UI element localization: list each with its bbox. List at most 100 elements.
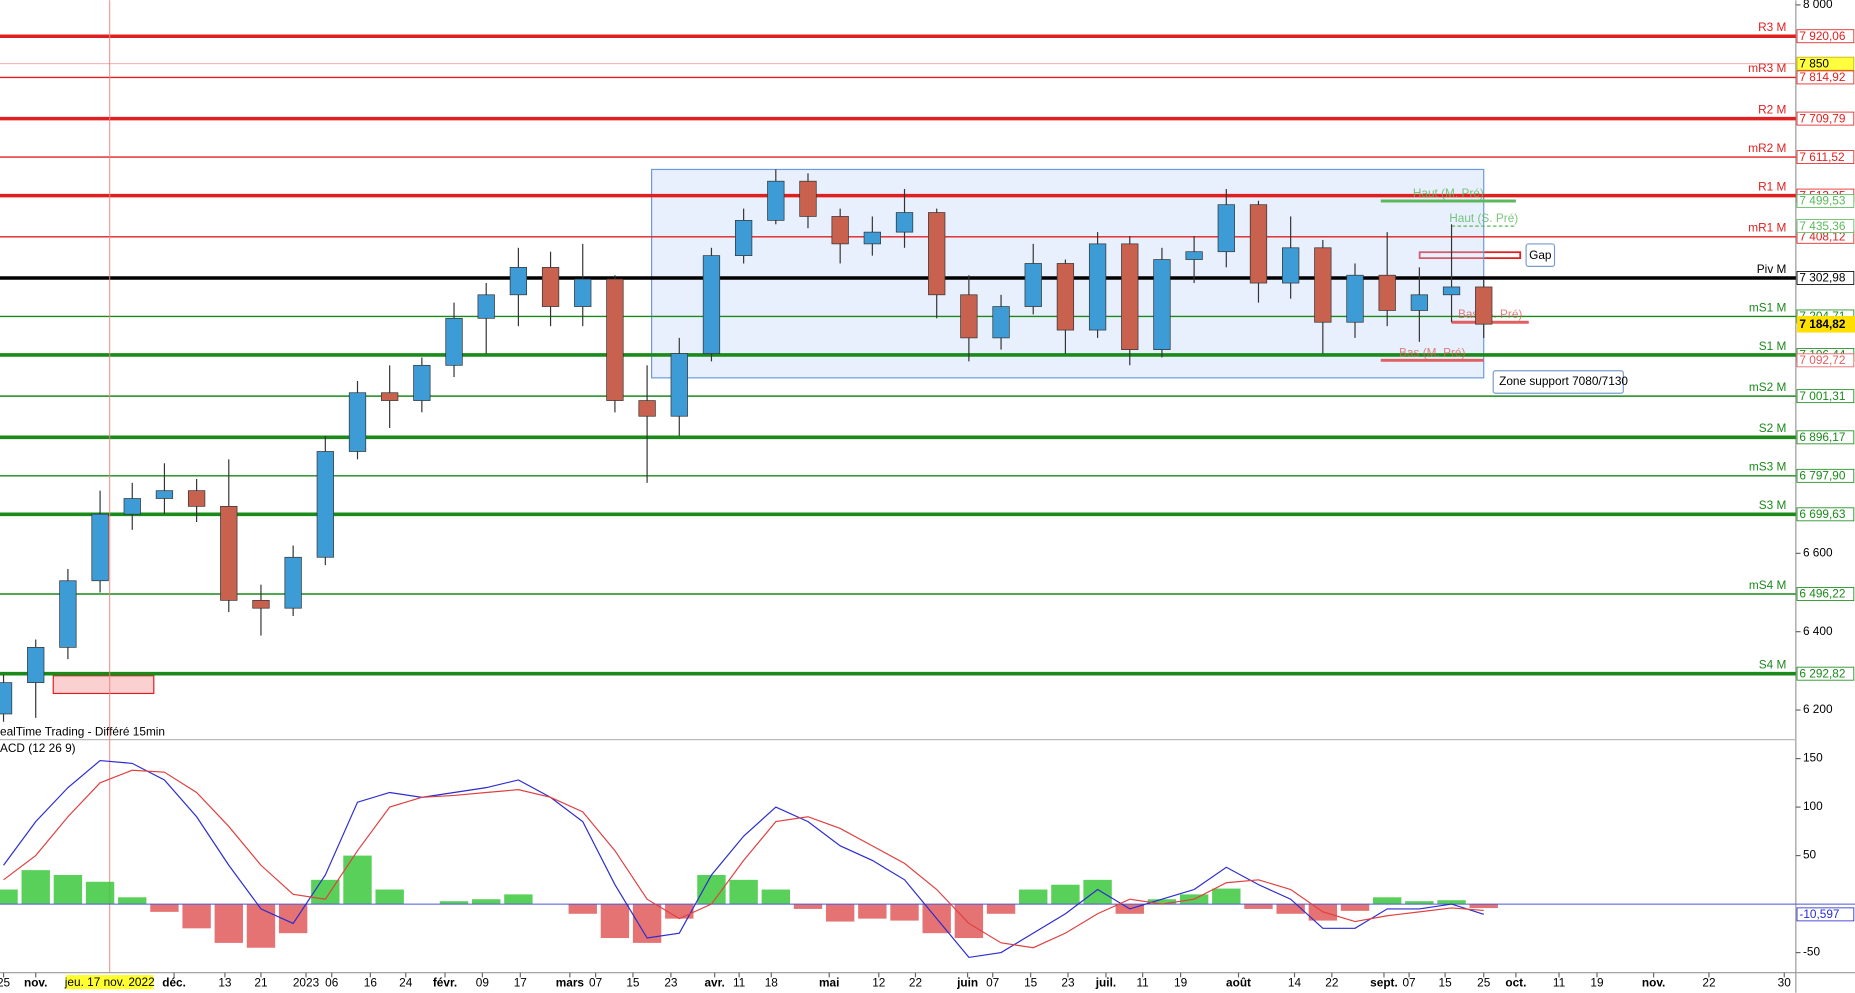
x-tick-label: 30 bbox=[1778, 975, 1792, 989]
price-tag-label: 6 292,82 bbox=[1799, 666, 1845, 680]
candle-body bbox=[541, 267, 560, 307]
level-name: mS3 M bbox=[1749, 460, 1786, 474]
histogram-bar bbox=[504, 894, 533, 905]
price-tag-label: 7 499,53 bbox=[1799, 194, 1845, 208]
price-tag-label: 7 920,06 bbox=[1799, 29, 1845, 43]
price-tag-label: 7 850 bbox=[1799, 56, 1829, 70]
gap-label: Gap bbox=[1529, 248, 1552, 262]
x-tick-label: 22 bbox=[1325, 975, 1338, 989]
candle-body bbox=[1378, 274, 1396, 311]
price-tag-label: 7 092,72 bbox=[1799, 353, 1845, 367]
x-tick-label: avr. bbox=[704, 975, 724, 989]
candle-body bbox=[1153, 259, 1171, 350]
y-tick-label: 100 bbox=[1803, 799, 1823, 813]
x-tick-label: 24 bbox=[399, 975, 413, 989]
price-tag-label: 7 435,36 bbox=[1799, 219, 1845, 233]
price-tag-label: 7 709,79 bbox=[1799, 111, 1845, 125]
price-tag bbox=[1796, 150, 1855, 165]
histogram-bar bbox=[600, 904, 630, 939]
candle-body bbox=[799, 180, 817, 217]
level-name: R1 M bbox=[1758, 179, 1786, 193]
x-tick-label: 17 bbox=[514, 975, 527, 989]
candle-body bbox=[1217, 204, 1235, 253]
level-name: mR3 M bbox=[1748, 61, 1786, 75]
x-tick-label: 15 bbox=[1439, 975, 1453, 989]
histogram-bar bbox=[246, 904, 276, 948]
histogram-bar bbox=[986, 904, 1016, 914]
histogram-bar bbox=[343, 855, 372, 905]
x-tick-label: 19 bbox=[1590, 975, 1604, 989]
candle-body bbox=[863, 231, 881, 245]
y-tick-label: 6 200 bbox=[1803, 702, 1833, 716]
histogram-bar bbox=[0, 889, 18, 905]
x-tick-label: nov. bbox=[1642, 975, 1665, 989]
histogram-bar bbox=[439, 901, 469, 905]
candle-body bbox=[477, 294, 495, 319]
candle-body bbox=[381, 392, 399, 401]
zone-label-box bbox=[1492, 370, 1624, 394]
candle-body bbox=[928, 212, 946, 296]
marker-name: Haut (M. Pré) bbox=[1413, 186, 1484, 200]
histogram-bar bbox=[1276, 904, 1305, 914]
level-name: mS1 M bbox=[1749, 300, 1786, 314]
histogram-bar bbox=[1083, 879, 1112, 905]
candle-body bbox=[895, 212, 914, 233]
candle-body bbox=[27, 647, 45, 683]
price-tag-label: 6 797,90 bbox=[1799, 469, 1845, 483]
candle-body bbox=[1410, 294, 1429, 311]
candle-body bbox=[445, 317, 463, 366]
price-tag bbox=[1796, 389, 1855, 404]
histogram-bar bbox=[1340, 904, 1370, 911]
histogram-bar bbox=[21, 870, 50, 905]
last-price-label: 7 184,82 bbox=[1799, 317, 1845, 331]
macd-title: ACD (12 26 9) bbox=[0, 741, 76, 755]
x-tick-label: 23 bbox=[664, 975, 678, 989]
macd-line bbox=[3, 769, 1484, 949]
histogram-bar bbox=[150, 904, 179, 912]
y-tick-label: 6 400 bbox=[1803, 624, 1833, 638]
y-tick-label: 150 bbox=[1803, 751, 1823, 765]
candle-body bbox=[670, 353, 688, 417]
histogram-bar bbox=[825, 904, 855, 922]
candle-body bbox=[155, 490, 174, 499]
candle-body bbox=[1121, 243, 1139, 350]
candle-body bbox=[1249, 204, 1268, 284]
candle-body bbox=[1088, 243, 1107, 331]
level-name: mR1 M bbox=[1748, 221, 1786, 235]
price-tag bbox=[1796, 430, 1855, 445]
candle-body bbox=[59, 580, 77, 648]
x-tick-label: oct. bbox=[1505, 975, 1526, 989]
histogram-bar bbox=[729, 879, 758, 905]
candle-body bbox=[284, 556, 302, 609]
gap-label-box bbox=[1525, 243, 1556, 267]
level-name: mR2 M bbox=[1748, 141, 1786, 155]
candle-body bbox=[348, 392, 367, 452]
x-tick-label: 25 bbox=[1477, 975, 1491, 989]
x-tick-label: 14 bbox=[1288, 975, 1302, 989]
x-tick-label: 22 bbox=[909, 975, 922, 989]
x-tick-label: 11 bbox=[1553, 975, 1565, 989]
candle-body bbox=[992, 306, 1010, 339]
candle-body bbox=[960, 294, 978, 339]
level-name: S2 M bbox=[1759, 421, 1787, 435]
x-tick-label: mars bbox=[556, 975, 585, 989]
price-tag-label: 6 699,63 bbox=[1799, 507, 1845, 521]
histogram-bar bbox=[1147, 899, 1177, 905]
candle-body bbox=[1056, 263, 1075, 331]
histogram-bar bbox=[375, 889, 404, 905]
x-tick-label: juil. bbox=[1095, 975, 1116, 989]
x-tick-label: mai bbox=[819, 975, 839, 989]
candle-body bbox=[509, 267, 528, 296]
price-tag-label: -10,597 bbox=[1799, 907, 1839, 921]
x-tick-label: 25 bbox=[0, 975, 11, 989]
source-label: ealTime Trading - Différé 15min bbox=[0, 725, 165, 739]
histogram-bar bbox=[568, 904, 597, 914]
histogram-bar bbox=[214, 904, 243, 943]
marker-name: Haut (S. Pré) bbox=[1449, 211, 1518, 225]
level-name: S4 M bbox=[1759, 658, 1787, 672]
histogram-bar bbox=[665, 904, 694, 919]
candle-body bbox=[574, 278, 592, 307]
level-name: S3 M bbox=[1759, 498, 1787, 512]
price-tag bbox=[1796, 111, 1855, 126]
